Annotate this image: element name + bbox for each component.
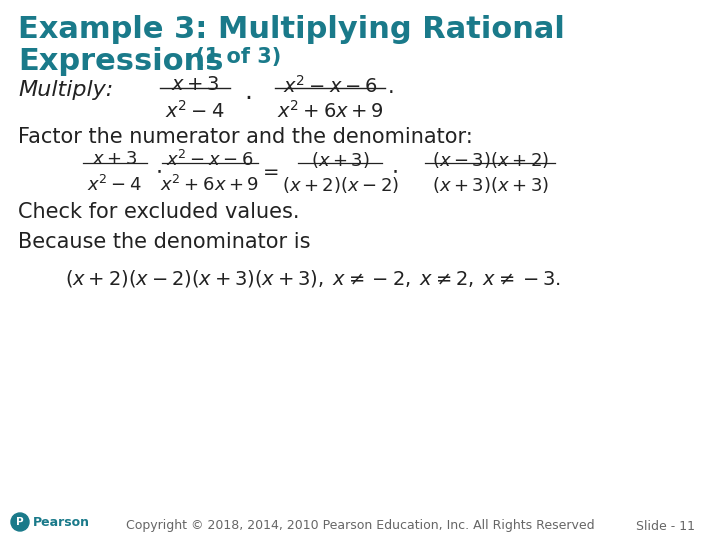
Text: $=$: $=$ (259, 161, 279, 180)
Text: $(x+2)(x-2)$: $(x+2)(x-2)$ (282, 175, 398, 195)
Text: $x^2-x-6$: $x^2-x-6$ (166, 150, 253, 170)
Text: $x^2+6x+9$: $x^2+6x+9$ (161, 175, 259, 195)
Text: Pearson: Pearson (33, 516, 90, 529)
Text: .: . (388, 77, 395, 97)
Text: $\cdot$: $\cdot$ (155, 161, 161, 181)
Text: $(x+3)(x+3)$: $(x+3)(x+3)$ (431, 175, 549, 195)
Text: Slide - 11: Slide - 11 (636, 519, 695, 532)
Text: (1 of 3): (1 of 3) (188, 47, 282, 67)
Text: Check for excluded values.: Check for excluded values. (18, 202, 300, 222)
Text: $(x+3)$: $(x+3)$ (310, 150, 369, 170)
Text: $(x-3)(x+2)$: $(x-3)(x+2)$ (431, 150, 549, 170)
Text: $x+3$: $x+3$ (92, 150, 138, 168)
Text: $x^2-4$: $x^2-4$ (88, 175, 143, 195)
Text: Example 3: Multiplying Rational: Example 3: Multiplying Rational (18, 15, 565, 44)
Text: $\cdot$: $\cdot$ (391, 161, 397, 181)
Text: $\cdot$: $\cdot$ (244, 85, 251, 109)
Text: $x+3$: $x+3$ (171, 75, 220, 94)
Text: $(x+2)(x-2)(x+3)(x+3),\;x\neq -2,\;x\neq 2,\;x\neq -3.$: $(x+2)(x-2)(x+3)(x+3),\;x\neq -2,\;x\neq… (65, 268, 561, 289)
Text: Because the denominator is: Because the denominator is (18, 232, 310, 252)
Text: $x^2-4$: $x^2-4$ (166, 100, 225, 122)
Text: Expressions: Expressions (18, 47, 223, 76)
Circle shape (11, 513, 29, 531)
Text: Factor the numerator and the denominator:: Factor the numerator and the denominator… (18, 127, 473, 147)
Text: Multiply:: Multiply: (18, 80, 113, 100)
Text: Copyright © 2018, 2014, 2010 Pearson Education, Inc. All Rights Reserved: Copyright © 2018, 2014, 2010 Pearson Edu… (126, 519, 594, 532)
Text: $x^2-x-6$: $x^2-x-6$ (283, 75, 377, 97)
Text: P: P (16, 517, 24, 527)
Text: $x^2+6x+9$: $x^2+6x+9$ (276, 100, 384, 122)
